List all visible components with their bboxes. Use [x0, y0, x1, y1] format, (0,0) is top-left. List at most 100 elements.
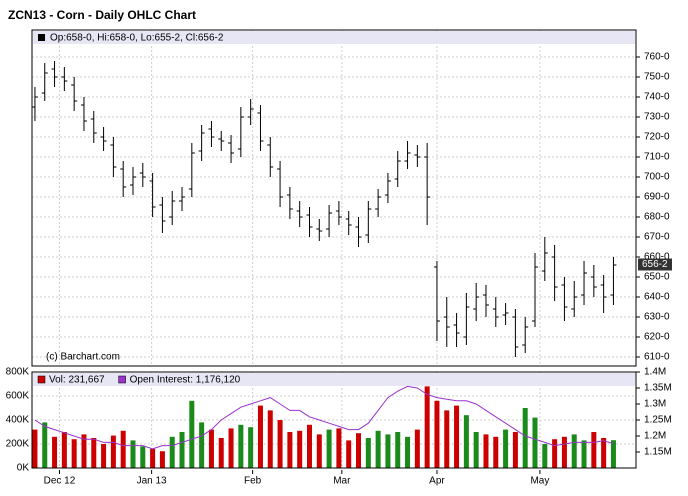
volume-bar: [101, 444, 107, 468]
volume-bar: [169, 436, 175, 468]
y-tick-label: 0K: [17, 463, 30, 474]
volume-bar: [542, 444, 548, 468]
legend-icon: [38, 34, 45, 41]
volume-bar: [552, 439, 558, 468]
volume-bar: [346, 440, 352, 468]
volume-bar: [277, 420, 283, 468]
volume-bar: [365, 438, 371, 468]
watermark: (c) Barchart.com: [46, 352, 120, 363]
volume-bar: [522, 408, 528, 468]
volume-bar: [561, 436, 567, 468]
y-tick-label: 760-0: [644, 52, 670, 63]
volume-bar: [395, 432, 401, 468]
volume-bar: [414, 429, 420, 468]
volume-bar: [199, 422, 205, 468]
y2-tick-label: 1.35M: [644, 383, 672, 394]
legend-icon: [37, 375, 46, 384]
volume-bar: [257, 405, 263, 468]
y-tick-label: 400K: [6, 415, 30, 426]
y-tick-label: 710-0: [644, 152, 670, 163]
volume-bar: [159, 451, 165, 468]
panel-border: [31, 371, 637, 469]
y-tick-label: 670-0: [644, 232, 670, 243]
volume-bar: [150, 448, 156, 468]
volume-bar: [52, 436, 58, 468]
volume-bar: [81, 434, 87, 468]
y-tick-label: 690-0: [644, 192, 670, 203]
y-tick-label: 610-0: [644, 352, 670, 363]
volume-bar: [454, 405, 460, 468]
y-tick-label: 650-0: [644, 272, 670, 283]
oi-line: [34, 385, 614, 450]
panel: [31, 29, 637, 367]
volume-bar: [189, 400, 195, 468]
volume-bar: [228, 428, 234, 468]
y2-tick-label: 1.3M: [644, 399, 666, 410]
volume-bar: [248, 427, 254, 468]
y-tick-label: 740-0: [644, 92, 670, 103]
x-tick-label: Apr: [429, 476, 445, 487]
y-tick-label: 600K: [6, 391, 30, 402]
volume-bar: [326, 429, 332, 468]
volume-bar: [42, 422, 48, 468]
volume-bar: [61, 432, 67, 468]
y2-tick-label: 1.15M: [644, 447, 672, 458]
y-tick-label: 730-0: [644, 112, 670, 123]
volume-bar: [238, 424, 244, 468]
legend-icon: [118, 375, 126, 384]
y-tick-label: 620-0: [644, 332, 670, 343]
volume-bar: [140, 446, 146, 468]
volume-bar: [287, 432, 293, 468]
x-tick-label: Mar: [333, 476, 351, 487]
volume-bar: [493, 436, 499, 468]
volume-bar: [532, 417, 538, 468]
chart-title: ZCN13 - Corn - Daily OHLC Chart: [8, 8, 196, 22]
volume-bar: [503, 429, 509, 468]
volume-bar: [120, 430, 126, 468]
volume-bar: [110, 435, 116, 468]
volume-bar: [218, 438, 224, 468]
legend-band: [33, 31, 635, 44]
x-tick-label: Dec 12: [44, 476, 76, 487]
volume-bar: [571, 434, 577, 468]
volume-bar: [71, 439, 77, 468]
volume-bar: [356, 433, 362, 468]
y-tick-label: 630-0: [644, 312, 670, 323]
volume-bar: [512, 432, 518, 468]
volume-bar: [405, 436, 411, 468]
panel-border: [31, 29, 637, 367]
last-price-label: 656-2: [642, 259, 668, 270]
volume-bar: [601, 438, 607, 468]
y-tick-label: 200K: [6, 439, 30, 450]
legend-text: Open Interest: 1,176,120: [130, 375, 241, 386]
volume-bar: [610, 440, 616, 468]
x-tick-label: Feb: [244, 476, 262, 487]
legend-text: Op:658-0, Hi:658-0, Lo:655-2, Cl:656-2: [50, 33, 224, 44]
volume-bar: [591, 432, 597, 468]
volume-bar: [385, 434, 391, 468]
volume-bar: [336, 428, 342, 468]
volume-bar: [444, 410, 450, 468]
volume-bar: [483, 434, 489, 468]
volume-bar: [581, 440, 587, 468]
volume-bar: [208, 429, 214, 468]
y2-tick-label: 1.2M: [644, 431, 666, 442]
volume-bar: [130, 440, 136, 468]
y-tick-label: 720-0: [644, 132, 670, 143]
y2-tick-label: 1.25M: [644, 415, 672, 426]
legend-band: [33, 373, 635, 386]
volume-bar: [32, 429, 38, 468]
x-tick-label: Jan 13: [137, 476, 167, 487]
volume-bar: [463, 415, 469, 468]
legend-text: Vol: 231,667: [49, 375, 105, 386]
volume-bar: [434, 400, 440, 468]
volume-bar: [375, 430, 381, 468]
last-price-box: [638, 258, 672, 271]
y-tick-label: 660-0: [644, 252, 670, 263]
volume-bar: [306, 424, 312, 468]
volume-bar: [316, 434, 322, 468]
x-tick-label: May: [530, 476, 549, 487]
y-tick-label: 700-0: [644, 172, 670, 183]
y-tick-label: 680-0: [644, 212, 670, 223]
